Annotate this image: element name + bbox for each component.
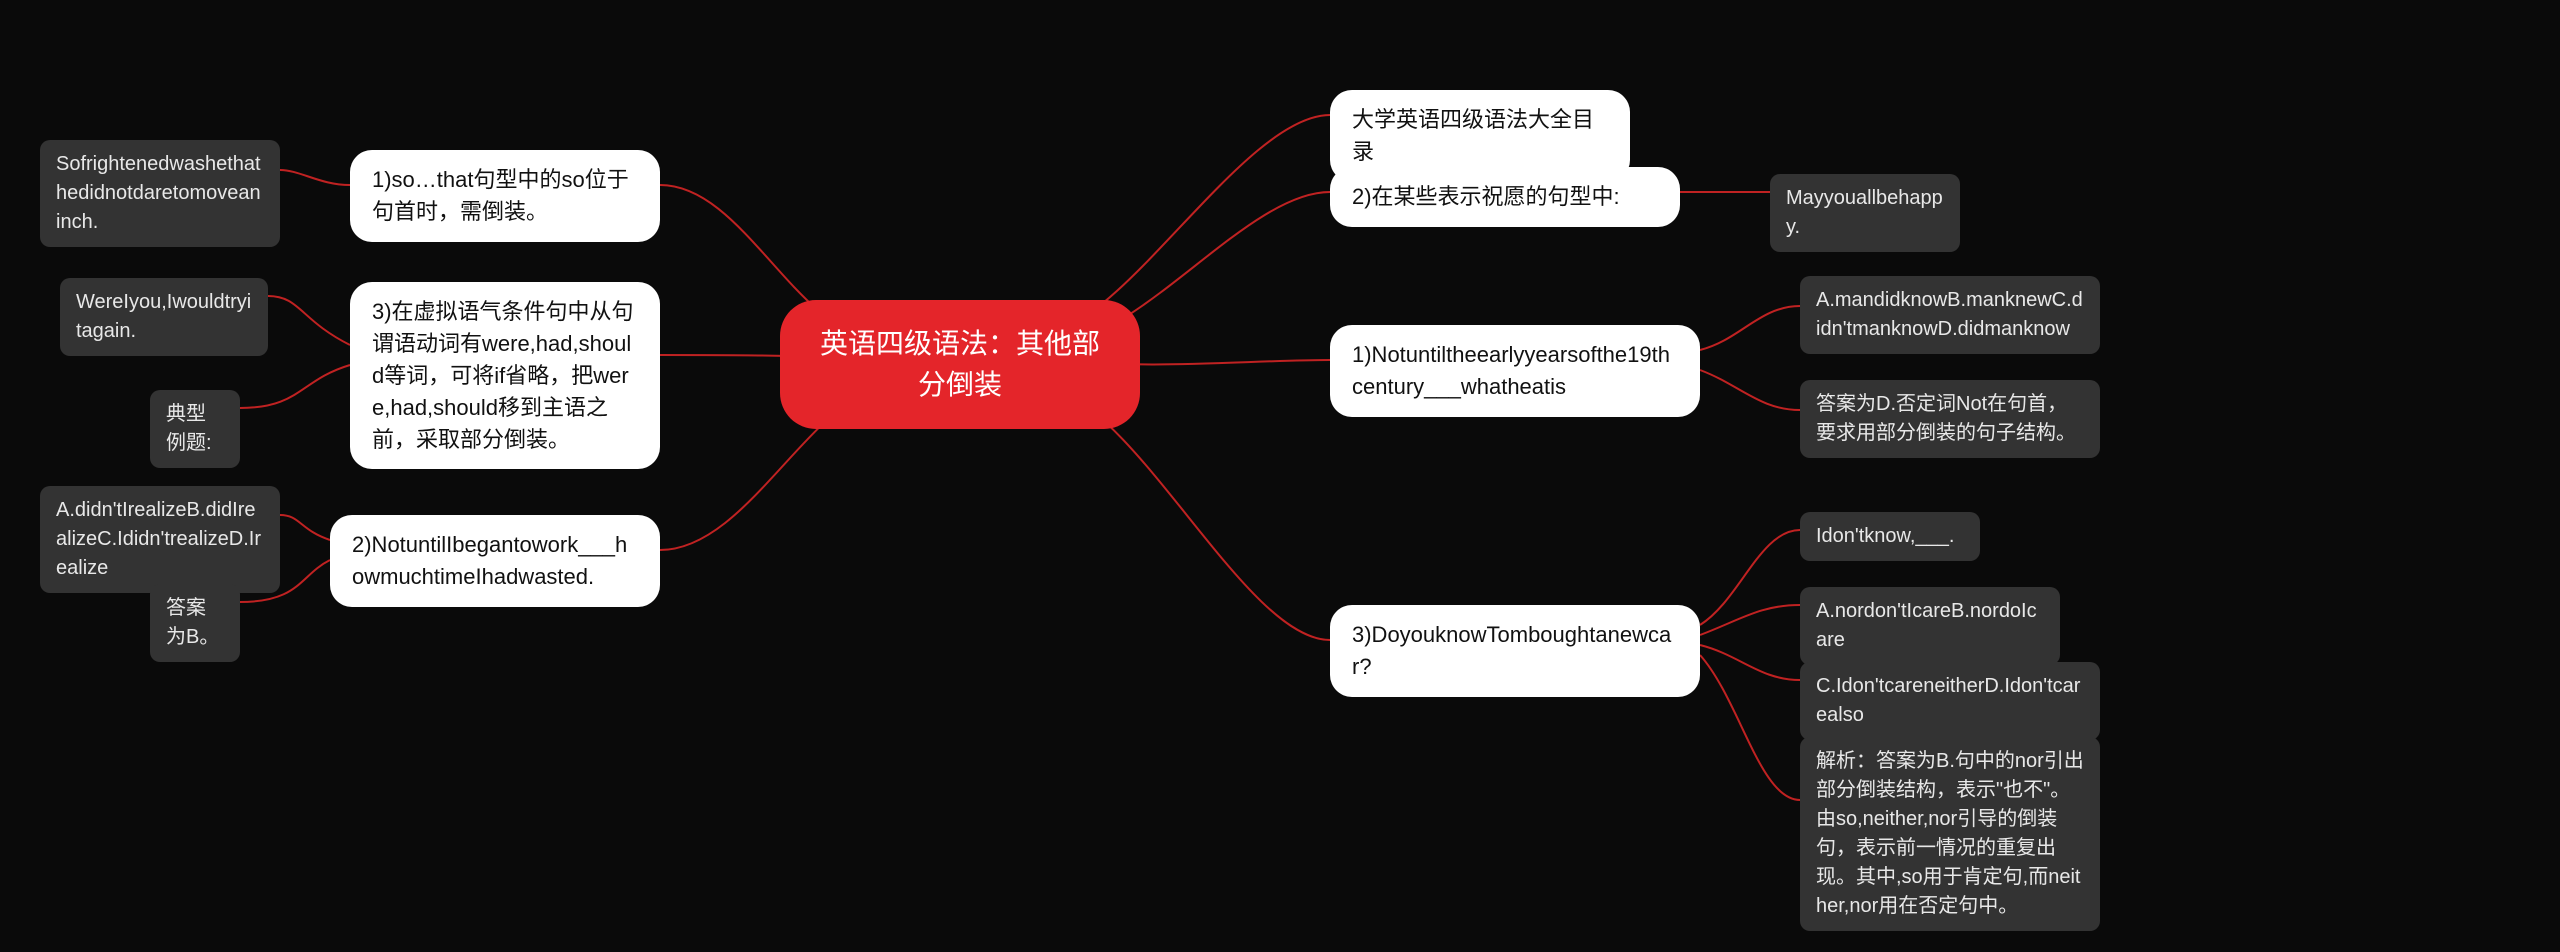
edges-layer: [0, 0, 2560, 952]
right-node-1-child-2[interactable]: 答案为D.否定词Not在句首，要求用部分倒装的句子结构。: [1800, 380, 2100, 458]
left-node-3[interactable]: 3)在虚拟语气条件句中从句谓语动词有were,had,should等词，可将if…: [350, 282, 660, 469]
left-node-2-child-1[interactable]: A.didn'tIrealizeB.didIrealizeC.Ididn'tre…: [40, 486, 280, 593]
right-node-3-child-1[interactable]: Idon'tknow,___.: [1800, 512, 1980, 561]
right-node-3[interactable]: 3)DoyouknowTomboughtanewcar?: [1330, 605, 1700, 697]
left-node-2[interactable]: 2)NotuntilIbegantowork___howmuchtimeIhad…: [330, 515, 660, 607]
right-node-3-child-2[interactable]: A.nordon'tIcareB.nordoIcare: [1800, 587, 2060, 665]
right-node-1[interactable]: 1)Notuntiltheearlyyearsofthe19thcentury_…: [1330, 325, 1700, 417]
left-node-2-child-2[interactable]: 答案为B。: [150, 584, 240, 662]
left-node-1[interactable]: 1)so…that句型中的so位于句首时，需倒装。: [350, 150, 660, 242]
right-node-3-child-3[interactable]: C.Idon'tcareneitherD.Idon'tcarealso: [1800, 662, 2100, 740]
right-node-2-child-1[interactable]: Mayyouallbehappy.: [1770, 174, 1960, 252]
center-node[interactable]: 英语四级语法：其他部分倒装: [780, 300, 1140, 429]
mindmap-canvas: 英语四级语法：其他部分倒装 1)so…that句型中的so位于句首时，需倒装。 …: [0, 0, 2560, 952]
right-node-3-child-4[interactable]: 解析：答案为B.句中的nor引出部分倒装结构，表示"也不"。由so,neithe…: [1800, 737, 2100, 931]
right-node-1-child-1[interactable]: A.mandidknowB.manknewC.didn'tmanknowD.di…: [1800, 276, 2100, 354]
right-node-2[interactable]: 2)在某些表示祝愿的句型中:: [1330, 167, 1680, 227]
left-node-1-child-1[interactable]: Sofrightenedwashethathedidnotdaretomovea…: [40, 140, 280, 247]
left-node-3-child-1[interactable]: WereIyou,Iwouldtryitagain.: [60, 278, 268, 356]
left-node-3-child-2[interactable]: 典型例题:: [150, 390, 240, 468]
